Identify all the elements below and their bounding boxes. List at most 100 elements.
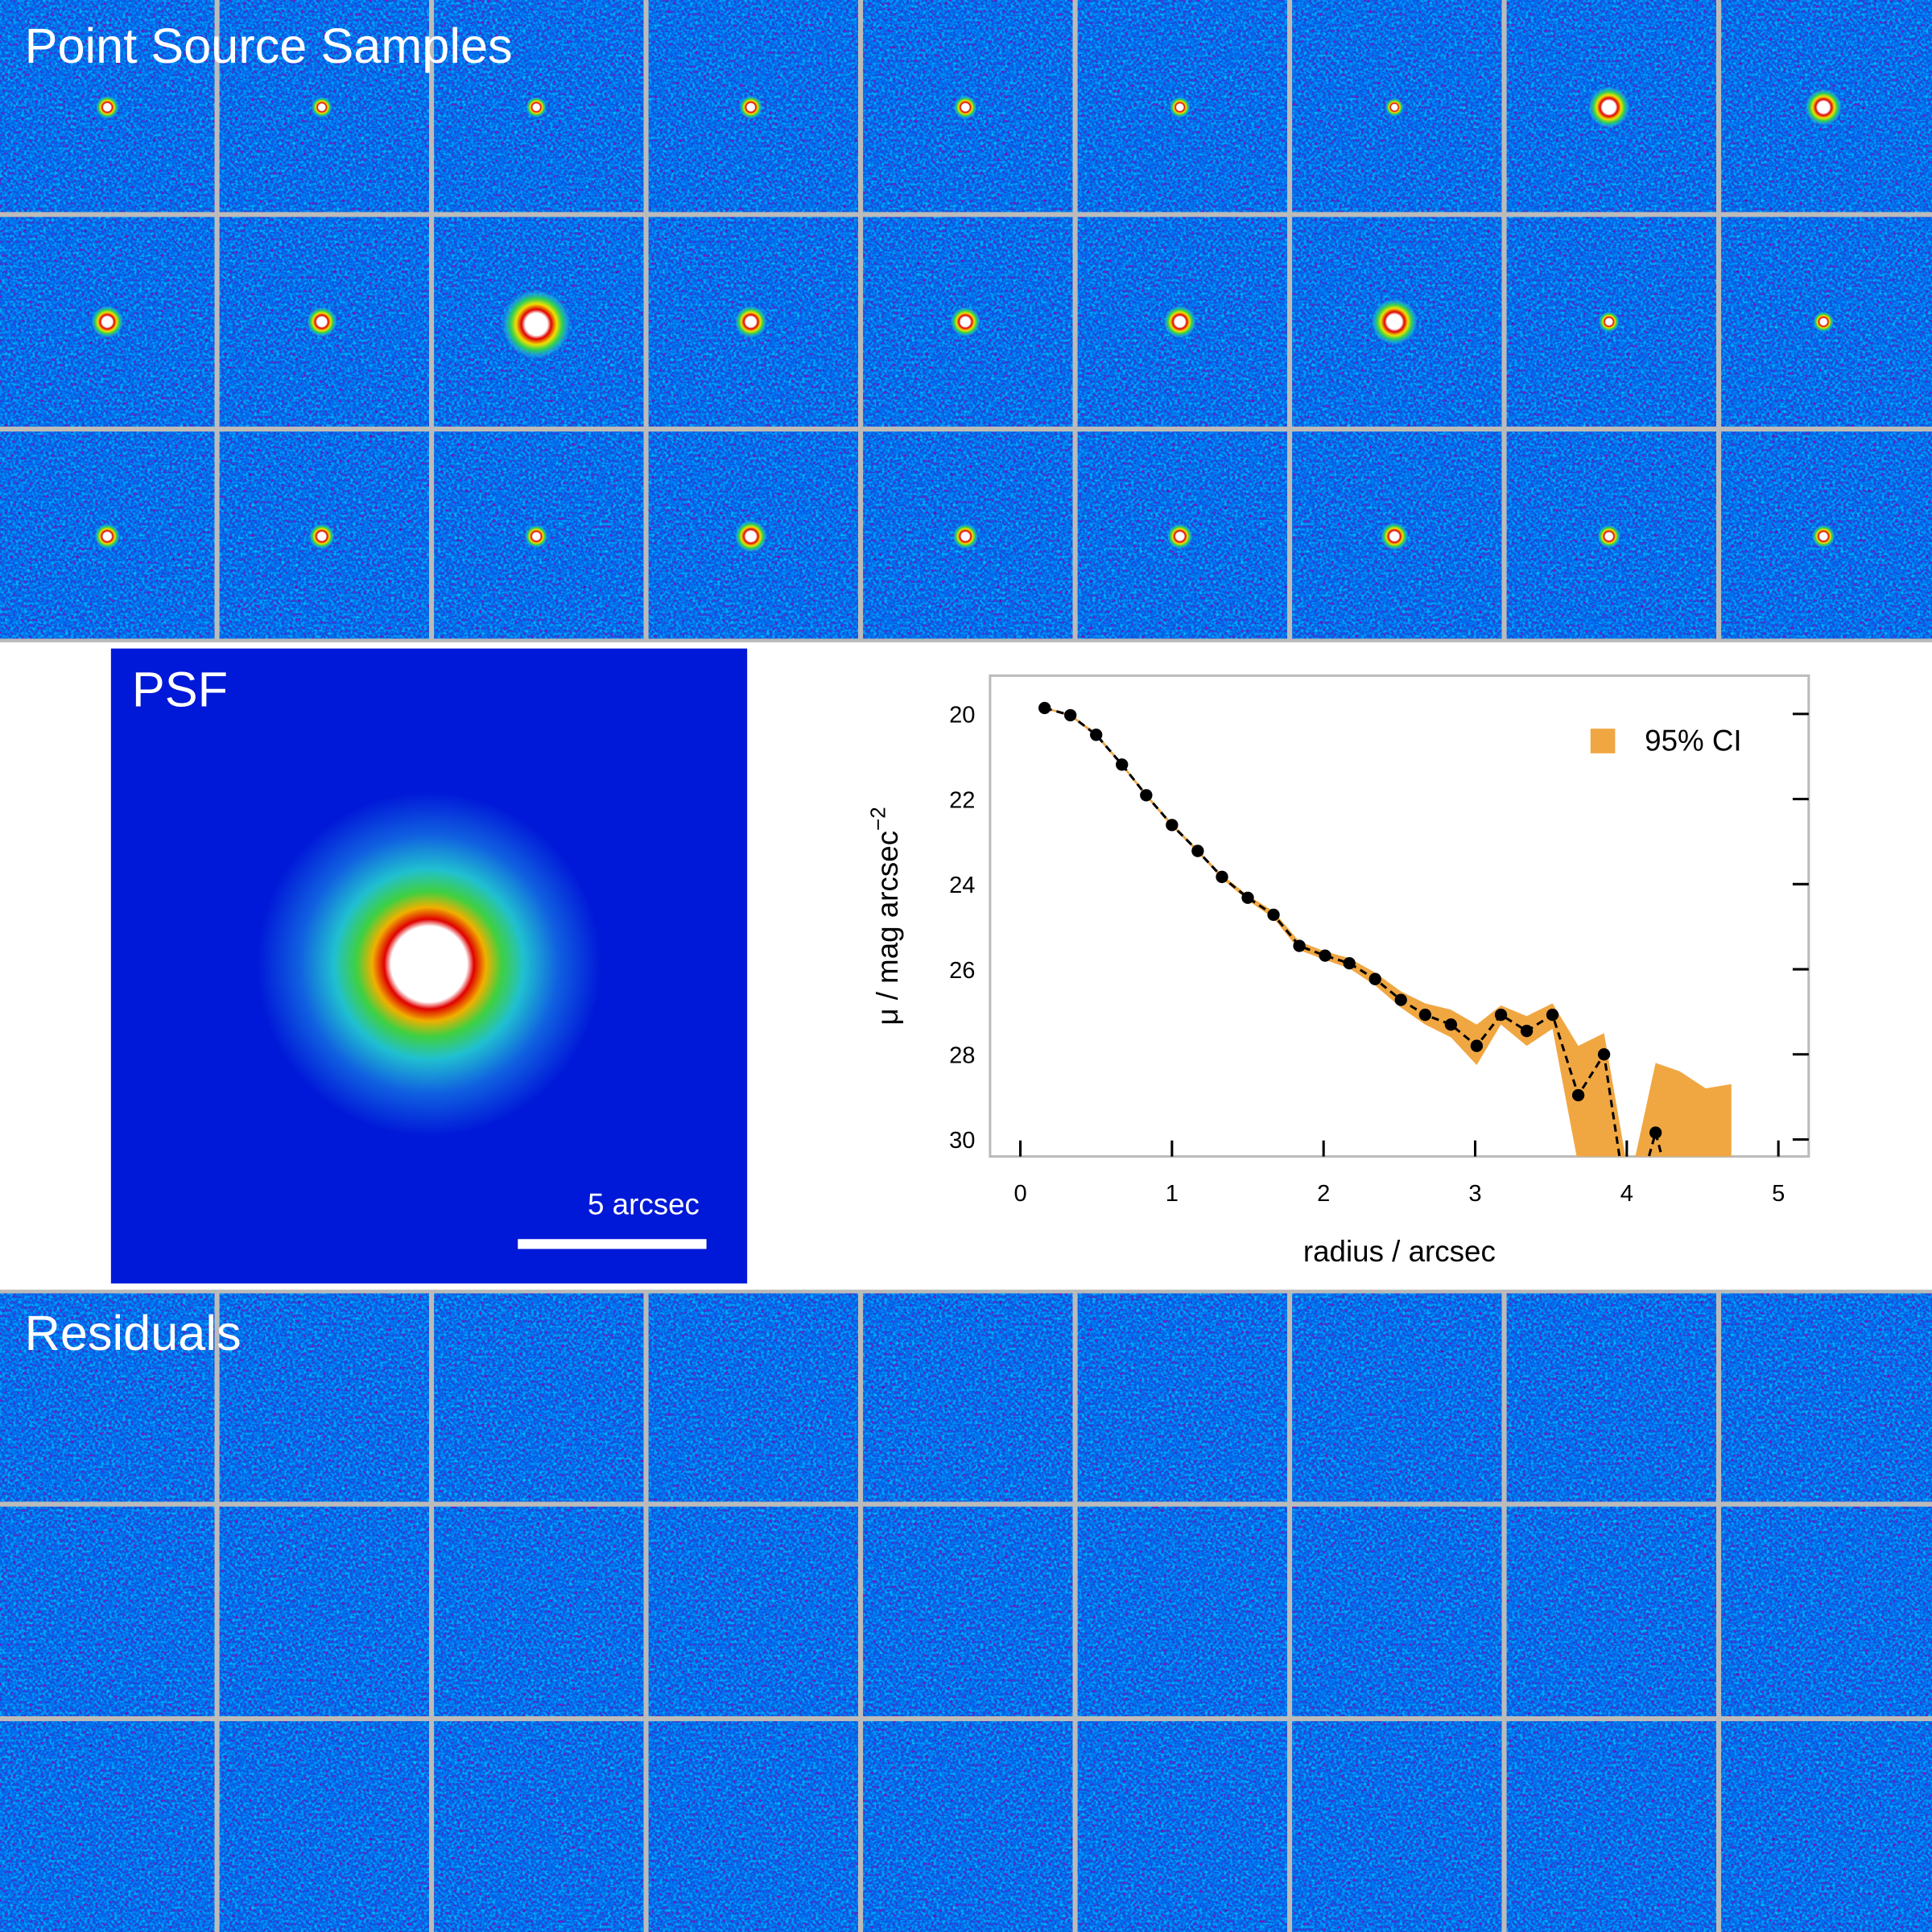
point-source [499, 287, 574, 361]
point-source [1597, 310, 1620, 333]
data-point [1090, 729, 1103, 741]
data-point [1319, 949, 1331, 962]
point-source [310, 96, 333, 119]
plot-area [1038, 701, 1737, 1231]
ci-band [1044, 707, 1732, 1157]
point-source [1812, 310, 1835, 333]
scale-bar-label: 5 arcsec [588, 1188, 700, 1221]
y-tick-label: 24 [949, 873, 975, 898]
tile-gap [1286, 0, 1293, 642]
profile-line [1044, 707, 1664, 1157]
tile-gap [643, 1290, 649, 1932]
tile-gap [1501, 1290, 1507, 1932]
data-point [1571, 1088, 1585, 1102]
data-point [1624, 1219, 1636, 1231]
point-source [1384, 97, 1405, 118]
data-point [1140, 789, 1153, 802]
data-point [1216, 870, 1228, 883]
data-point [1418, 1008, 1432, 1022]
tile-gap [214, 0, 220, 642]
x-tick-label: 5 [1772, 1181, 1785, 1207]
data-point [1241, 891, 1254, 904]
data-point [1191, 844, 1204, 857]
point-source [733, 518, 769, 554]
data-point [1649, 1126, 1662, 1139]
y-tick-label: 28 [949, 1042, 975, 1068]
data-point [1166, 819, 1179, 832]
point-source [949, 305, 982, 338]
point-source [1166, 522, 1194, 551]
data-point [1267, 908, 1280, 922]
plot: 20 22 24 26 28 30 0 1 2 3 4 5 radius / arcsec μ / mag… [866, 674, 1810, 1268]
x-tick-label: 0 [1013, 1181, 1026, 1207]
point-source [952, 522, 980, 551]
psf-title: PSF [132, 663, 228, 717]
psf-halo [256, 791, 602, 1137]
data-point [1116, 758, 1129, 771]
plot-frame [989, 674, 1810, 1158]
tile-gap [428, 1290, 435, 1932]
point-source [1369, 297, 1419, 347]
x-axis-label: radius / arcsec [1303, 1235, 1496, 1268]
point-source [1379, 521, 1410, 551]
x-tick-label: 4 [1620, 1181, 1633, 1207]
x-tick-label: 3 [1468, 1181, 1481, 1207]
tile-gap [1072, 1290, 1078, 1932]
data-point [1444, 1018, 1458, 1031]
point-source [308, 522, 336, 551]
data-point [1343, 956, 1356, 970]
y-axis-label-sup: −2 [866, 807, 890, 831]
data-point [1494, 1008, 1508, 1022]
data-point [1293, 939, 1306, 952]
point-source [1596, 523, 1622, 549]
x-tick-label: 1 [1166, 1181, 1179, 1207]
tile-gap [0, 212, 1932, 217]
y-tick-label: 30 [949, 1128, 975, 1154]
tile-gap [214, 1290, 220, 1932]
data-point [1064, 708, 1077, 722]
y-tick-label: 20 [949, 703, 975, 729]
data-point [1520, 1025, 1534, 1038]
residuals-title: Residuals [25, 1306, 242, 1360]
point-source [1162, 304, 1198, 340]
tile-gap [1072, 0, 1078, 642]
point-source [733, 304, 769, 340]
tile-gap [0, 1501, 1932, 1507]
point-source [523, 523, 549, 549]
data-point [1725, 1219, 1737, 1231]
data-point [1699, 1219, 1711, 1231]
data-point [1038, 701, 1051, 715]
point-source [738, 94, 764, 120]
data-point [1394, 993, 1407, 1006]
data-point [1597, 1048, 1611, 1061]
point-source [1587, 85, 1632, 130]
point-source [1168, 96, 1191, 119]
point-source [1803, 87, 1843, 127]
point-source [1810, 523, 1836, 549]
tile-gap [1286, 1290, 1293, 1932]
point-source [525, 96, 548, 119]
point-source [952, 94, 978, 120]
tile-gap [857, 1290, 864, 1932]
tile-gap [857, 0, 864, 642]
point-source [94, 94, 120, 120]
legend-label: 95% CI [1645, 724, 1742, 758]
tile-gap [0, 1715, 1932, 1722]
data-point [1470, 1039, 1484, 1052]
tile-gap [643, 0, 649, 642]
data-point [1674, 1219, 1686, 1231]
point-source [93, 522, 122, 551]
y-tick-label: 26 [949, 958, 975, 984]
data-point [1368, 972, 1381, 985]
samples-title: Point Source Samples [25, 19, 513, 73]
tile-gap [1501, 0, 1507, 642]
tile-gap [1715, 1290, 1722, 1932]
residual-noise [0, 1290, 1932, 1932]
data-point [1546, 1008, 1559, 1022]
point-source [89, 304, 125, 340]
y-axis-label: μ / mag arcsec−2 [866, 807, 904, 1025]
point-source [305, 305, 338, 338]
